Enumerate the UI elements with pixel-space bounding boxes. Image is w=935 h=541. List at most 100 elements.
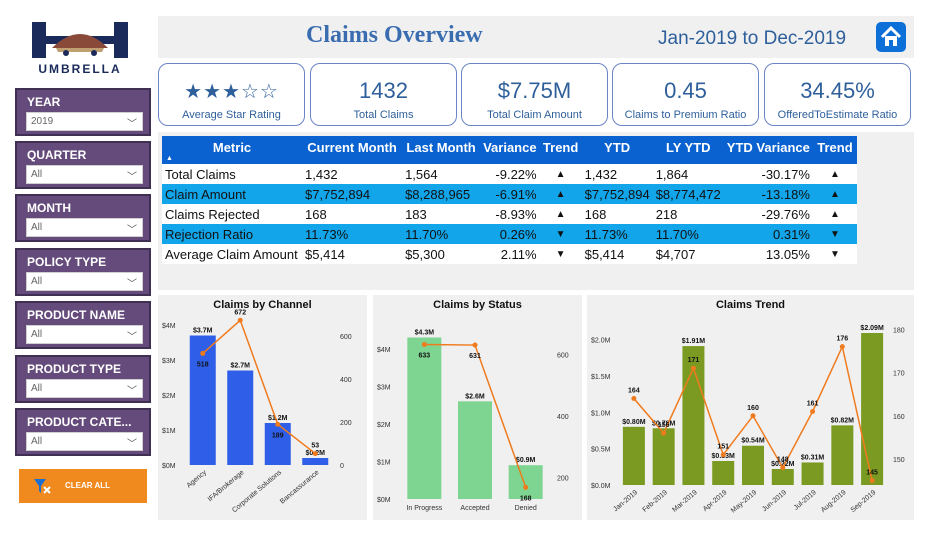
chevron-down-icon: ﹀ (127, 119, 137, 130)
line-point (690, 365, 696, 371)
quarter-dropdown[interactable]: All ﹀ (26, 165, 143, 184)
bar (264, 423, 291, 465)
line-value-label: 148 (777, 457, 789, 464)
line-value-label: 672 (234, 309, 246, 316)
kpi-label: Total Claims (353, 109, 414, 121)
line-value-label: 168 (520, 495, 532, 502)
year-dropdown[interactable]: 2019 ﹀ (26, 112, 143, 131)
kpi-label: Average Star Rating (182, 109, 281, 121)
bar-value-label: $4.3M (415, 330, 435, 337)
line-value-label: 633 (418, 352, 430, 359)
bar-value-label: $0.78M (652, 420, 676, 427)
column-header-variance[interactable]: Variance (480, 136, 540, 164)
y-tick-label: $0.5M (591, 447, 611, 454)
chart-title: Claims by Status (433, 299, 522, 311)
cell-metric: Claim Amount (162, 184, 303, 204)
cell-ytd: 11.73% (581, 224, 653, 244)
filter-month: MONTH All ﹀ (15, 194, 151, 242)
column-header-last-month[interactable]: Last Month (402, 136, 481, 164)
filter-label: QUARTER (27, 148, 87, 162)
x-tick-label: Denied (515, 505, 537, 512)
column-header-ly-ytd[interactable]: LY YTD (652, 136, 724, 164)
chevron-down-icon: ﹀ (127, 439, 137, 450)
policy-type-dropdown[interactable]: All ﹀ (26, 272, 143, 291)
line-point (200, 350, 206, 356)
claims-trend-panel: Claims Trend $0.0M $0.5M $1.0M $1.5M $2.0M 15… (587, 295, 914, 520)
line-value-label: 145 (866, 470, 878, 477)
column-header-ytd-trend[interactable]: Trend (812, 136, 857, 164)
y2-tick-label: 200 (340, 420, 352, 427)
trend-up-icon: ▲ (830, 168, 840, 180)
filter-label: POLICY TYPE (27, 255, 107, 269)
line-value-label: 151 (717, 444, 729, 451)
x-tick-label: Jul-2019 (793, 489, 818, 512)
cell-ytd-variance: 13.05% (765, 246, 810, 262)
product-type-dropdown[interactable]: All ﹀ (26, 379, 143, 398)
line-point (720, 452, 726, 458)
kpi-claims-premium-ratio: 0.45 Claims to Premium Ratio (612, 63, 759, 126)
kpi-offered-estimate-ratio: 34.45% OfferedToEstimate Ratio (764, 63, 911, 126)
column-header-current-month[interactable]: Current Month (302, 136, 403, 164)
claims-trend-chart: $0.0M $0.5M $1.0M $1.5M $2.0M 150 160 170 180 $0.… (591, 325, 905, 515)
cell-last: $5,300 (405, 246, 445, 262)
kpi-total-claim-amount: $7.75M Total Claim Amount (461, 63, 608, 126)
cell-last: 11.70% (402, 224, 481, 244)
star-rating-icon: ★★★☆☆ (184, 81, 279, 103)
column-header-trend[interactable]: Trend (539, 136, 582, 164)
y2-tick-label: 400 (340, 377, 352, 384)
cell-metric: Total Claims (165, 166, 236, 182)
bar (652, 428, 675, 485)
cell-ly-ytd: 218 (655, 206, 678, 222)
kpi-value: 0.45 (664, 78, 707, 103)
metrics-table: Metric ▲ Current Month Last Month Varianc… (162, 136, 857, 264)
bar-value-label: $3.7M (193, 328, 213, 335)
column-header-metric[interactable]: Metric ▲ (162, 136, 303, 164)
line-point (661, 430, 667, 436)
line-point (869, 478, 875, 484)
line-point (631, 396, 637, 402)
y-tick-label: $0M (377, 497, 391, 504)
metrics-table-panel: Metric ▲ Current Month Last Month Varianc… (158, 132, 914, 290)
bar-value-label: $0.9M (516, 457, 536, 464)
cell-ytd-variance: -13.18% (723, 184, 813, 204)
cell-ytd-variance: 0.31% (723, 224, 813, 244)
trend-up-icon: ▲ (830, 208, 840, 220)
cell-last: 1,564 (405, 166, 438, 182)
column-header-ytd[interactable]: YTD (581, 136, 653, 164)
home-button[interactable] (876, 22, 906, 52)
product-name-dropdown[interactable]: All ﹀ (26, 325, 143, 344)
cell-variance: -8.93% (495, 206, 537, 222)
clear-all-button[interactable]: CLEAR ALL (19, 469, 147, 503)
cell-current: 168 (305, 206, 327, 222)
filter-product-category: PRODUCT CATE... All ﹀ (15, 408, 151, 456)
line-value-label: 164 (628, 388, 640, 395)
date-range: Jan-2019 to Dec-2019 (658, 28, 847, 49)
y2-tick-label: 160 (893, 414, 905, 421)
product-category-dropdown[interactable]: All ﹀ (26, 432, 143, 451)
cell-ytd: $5,414 (584, 246, 625, 262)
x-tick-label: IFA/Brokerage (207, 469, 246, 503)
chart-title: Claims by Channel (213, 299, 312, 311)
y-tick-label: $3M (377, 384, 391, 391)
filter-value: All (31, 276, 43, 287)
chevron-down-icon: ﹀ (127, 386, 137, 397)
filter-label: PRODUCT TYPE (27, 362, 122, 376)
line-value-label: 176 (836, 336, 848, 343)
x-tick-label: Feb-2019 (641, 489, 669, 514)
y-tick-label: $2.0M (591, 338, 611, 345)
month-dropdown[interactable]: All ﹀ (26, 218, 143, 237)
line-value-label: 189 (272, 432, 284, 439)
cell-ytd: $7,752,894 (581, 184, 653, 204)
column-header-ytd-variance[interactable]: YTD Variance (723, 136, 813, 164)
bar (712, 461, 735, 485)
x-tick-label: Aug-2019 (820, 489, 848, 514)
trend-up-icon: ▲ (555, 168, 566, 180)
line-point (421, 341, 427, 347)
cell-ly-ytd: $4,707 (655, 246, 696, 262)
y-tick-label: $1M (162, 428, 176, 435)
page-title: Claims Overview (306, 22, 483, 48)
line-point (750, 413, 756, 419)
line-point (312, 451, 318, 457)
filter-label: PRODUCT CATE... (27, 415, 132, 429)
table-row: Claim Amount $7,752,894 $8,288,965 -6.91… (162, 184, 857, 204)
